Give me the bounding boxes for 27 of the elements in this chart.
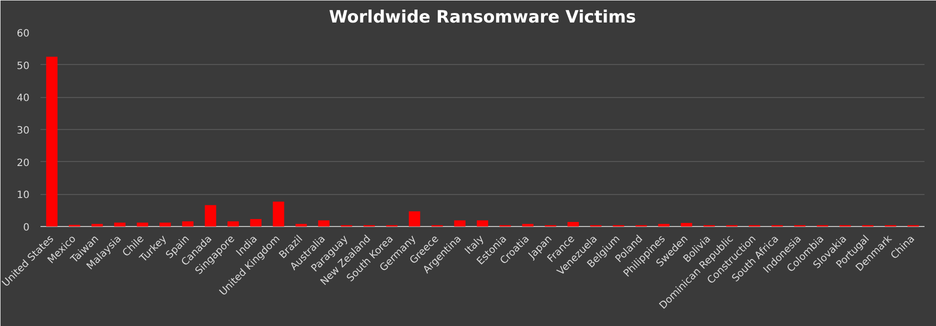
bar [680,222,692,226]
y-tick-label: 10 [16,190,30,202]
y-tick-label: 40 [16,93,30,104]
bar [114,222,126,226]
y-tick-label: 20 [16,158,30,169]
bar [272,202,284,226]
bar [522,224,534,226]
bar [204,205,216,226]
bar [228,221,239,226]
bar [136,222,148,226]
y-tick-label: 30 [16,126,30,136]
bar [454,220,466,226]
bar [250,219,262,226]
bar [160,222,171,226]
bar [182,221,194,226]
y-tick-label: 0 [23,222,30,234]
chart-title: Worldwide Ransomware Victims [328,8,636,28]
bar [318,220,330,226]
bar [568,222,579,226]
bar [296,224,307,226]
bar [92,224,103,226]
bar [658,224,670,226]
bar [408,211,420,226]
bar [46,56,58,226]
y-tick-label: 50 [16,60,30,72]
y-tick-label: 60 [16,28,30,40]
bar [476,220,488,226]
